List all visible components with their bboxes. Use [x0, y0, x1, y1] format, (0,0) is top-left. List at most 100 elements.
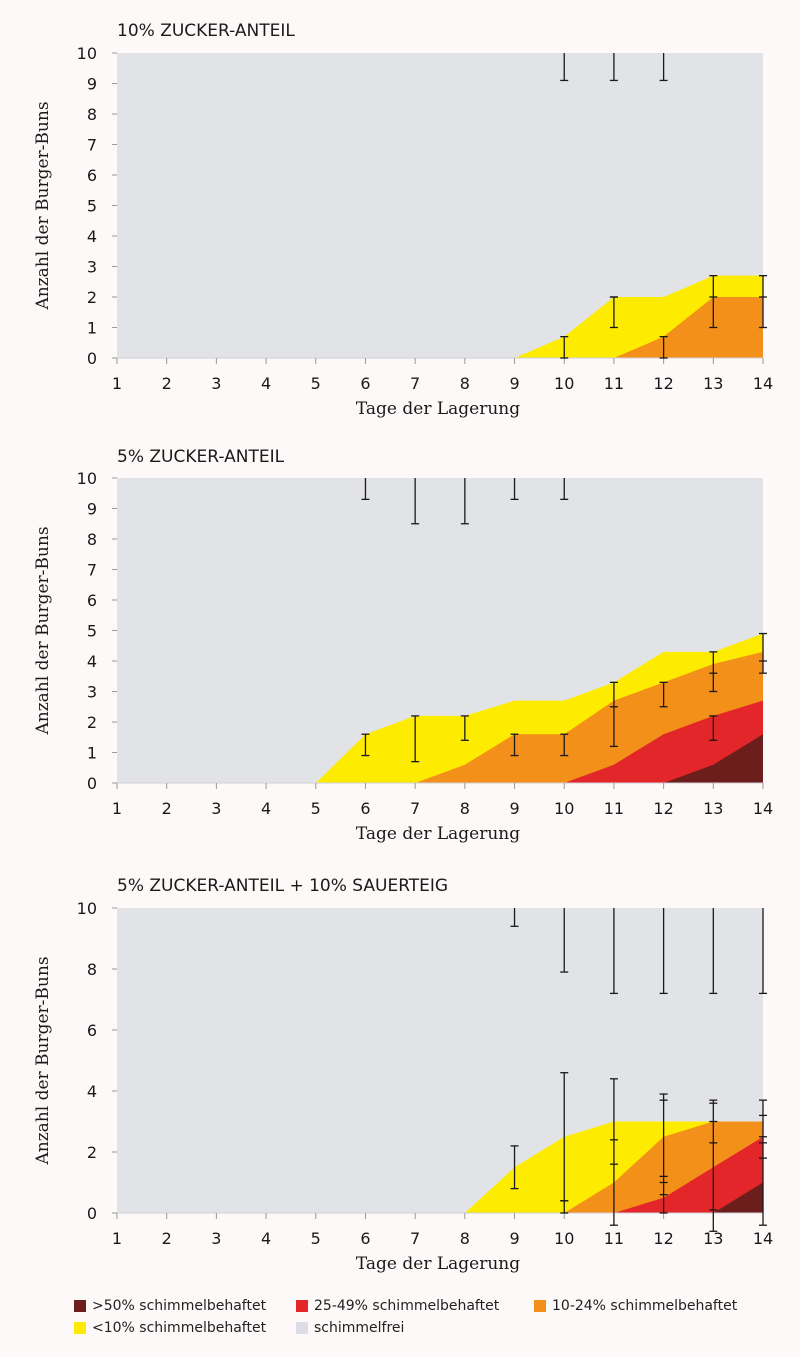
- area-lt10: [117, 275, 763, 358]
- x-tick-label: 3: [211, 1229, 221, 1248]
- x-tick-label: 5: [311, 799, 321, 818]
- legend-swatch-25-49: [296, 1300, 308, 1312]
- legend-label-free: schimmelfrei: [314, 1320, 405, 1336]
- y-tick-label: 0: [87, 774, 97, 793]
- x-tick-label: 10: [554, 1229, 574, 1248]
- chart-title: 5% ZUCKER-ANTEIL + 10% SAUERTEIG: [117, 876, 448, 896]
- y-tick-label: 8: [87, 960, 97, 979]
- y-tick-label: 8: [87, 105, 97, 124]
- legend-item-10-24: 10-24% schimmelbehaftet: [534, 1298, 764, 1314]
- chart-panel-3: 5% ZUCKER-ANTEIL + 10% SAUERTEIG 0 2 4 6 8 10 1…: [33, 876, 773, 1274]
- x-tick-label: 2: [162, 799, 172, 818]
- x-tick-label: 2: [162, 1229, 172, 1248]
- x-tick-label: 6: [360, 799, 370, 818]
- x-tick-label: 4: [261, 374, 271, 393]
- y-axis-label: Anzahl der Burger-Buns: [33, 101, 53, 310]
- chart-title: 10% ZUCKER-ANTEIL: [117, 21, 295, 41]
- chart-title: 5% ZUCKER-ANTEIL: [117, 447, 285, 467]
- x-tick-label: 2: [162, 374, 172, 393]
- y-tick-label: 4: [87, 227, 97, 246]
- x-tick-label: 7: [410, 1229, 420, 1248]
- legend-swatch-gt50: [74, 1300, 86, 1312]
- y-tick-label: 5: [87, 622, 97, 641]
- y-tick-label: 2: [87, 1143, 97, 1162]
- y-tick-label: 1: [87, 319, 97, 338]
- y-tick-label: 10: [77, 44, 97, 63]
- x-tick-label: 7: [410, 374, 420, 393]
- y-tick-label: 1: [87, 744, 97, 763]
- y-tick-label: 6: [87, 591, 97, 610]
- legend-label-25-49: 25-49% schimmelbehaftet: [314, 1298, 500, 1314]
- x-tick-label: 8: [460, 1229, 470, 1248]
- y-tick-label: 10: [77, 899, 97, 918]
- x-tick-label: 4: [261, 1229, 271, 1248]
- legend-item-gt50: >50% schimmelbehaftet: [74, 1298, 296, 1314]
- x-tick-label: 4: [261, 799, 271, 818]
- legend: >50% schimmelbehaftet 25-49% schimmelbeh…: [74, 1298, 774, 1336]
- area-lt10: [117, 1121, 763, 1213]
- y-axis-label: Anzahl der Burger-Buns: [33, 956, 53, 1165]
- y-tick-label: 3: [87, 683, 97, 702]
- x-tick-label: 14: [753, 799, 773, 818]
- x-tick-label: 13: [703, 1229, 723, 1248]
- legend-label-10-24: 10-24% schimmelbehaftet: [552, 1298, 738, 1314]
- x-tick-label: 1: [112, 1229, 122, 1248]
- y-tick-label: 2: [87, 288, 97, 307]
- y-tick-label: 8: [87, 530, 97, 549]
- y-tick-label: 6: [87, 1021, 97, 1040]
- x-axis-label: Tage der Lagerung: [356, 1254, 520, 1274]
- x-tick-label: 3: [211, 799, 221, 818]
- x-tick-label: 5: [311, 1229, 321, 1248]
- legend-item-lt10: <10% schimmelbehaftet: [74, 1320, 296, 1336]
- x-tick-label: 12: [653, 1229, 673, 1248]
- y-tick-label: 4: [87, 1082, 97, 1101]
- legend-swatch-lt10: [74, 1322, 86, 1334]
- area-p10_24: [117, 297, 763, 358]
- x-tick-label: 9: [509, 374, 519, 393]
- x-tick-label: 1: [112, 799, 122, 818]
- x-tick-label: 11: [604, 799, 624, 818]
- x-axis-label: Tage der Lagerung: [356, 824, 520, 844]
- area-p10_24: [117, 651, 763, 783]
- x-tick-label: 7: [410, 799, 420, 818]
- x-tick-label: 9: [509, 799, 519, 818]
- area-p25_49: [117, 1136, 763, 1213]
- y-axis-label: Anzahl der Burger-Buns: [33, 526, 53, 735]
- x-tick-label: 10: [554, 799, 574, 818]
- y-tick-label: 5: [87, 197, 97, 216]
- x-tick-label: 12: [653, 799, 673, 818]
- y-tick-label: 10: [77, 469, 97, 488]
- legend-label-gt50: >50% schimmelbehaftet: [92, 1298, 267, 1314]
- y-tick-label: 0: [87, 1204, 97, 1223]
- y-tick-label: 4: [87, 652, 97, 671]
- legend-item-free: schimmelfrei: [296, 1320, 534, 1336]
- x-tick-label: 14: [753, 374, 773, 393]
- x-tick-label: 13: [703, 799, 723, 818]
- x-tick-label: 14: [753, 1229, 773, 1248]
- x-tick-label: 13: [703, 374, 723, 393]
- area-gt50: [117, 734, 763, 783]
- y-tick-label: 3: [87, 258, 97, 277]
- x-tick-label: 9: [509, 1229, 519, 1248]
- y-tick-label: 2: [87, 713, 97, 732]
- x-tick-label: 11: [604, 374, 624, 393]
- y-tick-label: 9: [87, 500, 97, 519]
- x-tick-label: 11: [604, 1229, 624, 1248]
- legend-label-lt10: <10% schimmelbehaftet: [92, 1320, 267, 1336]
- y-tick-label: 9: [87, 75, 97, 94]
- x-tick-label: 12: [653, 374, 673, 393]
- x-axis-label: Tage der Lagerung: [356, 399, 520, 419]
- legend-swatch-10-24: [534, 1300, 546, 1312]
- x-tick-label: 5: [311, 374, 321, 393]
- x-tick-label: 3: [211, 374, 221, 393]
- x-tick-label: 8: [460, 374, 470, 393]
- x-tick-label: 10: [554, 374, 574, 393]
- x-tick-label: 1: [112, 374, 122, 393]
- legend-item-25-49: 25-49% schimmelbehaftet: [296, 1298, 534, 1314]
- y-tick-label: 7: [87, 561, 97, 580]
- x-tick-label: 6: [360, 1229, 370, 1248]
- legend-swatch-free: [296, 1322, 308, 1334]
